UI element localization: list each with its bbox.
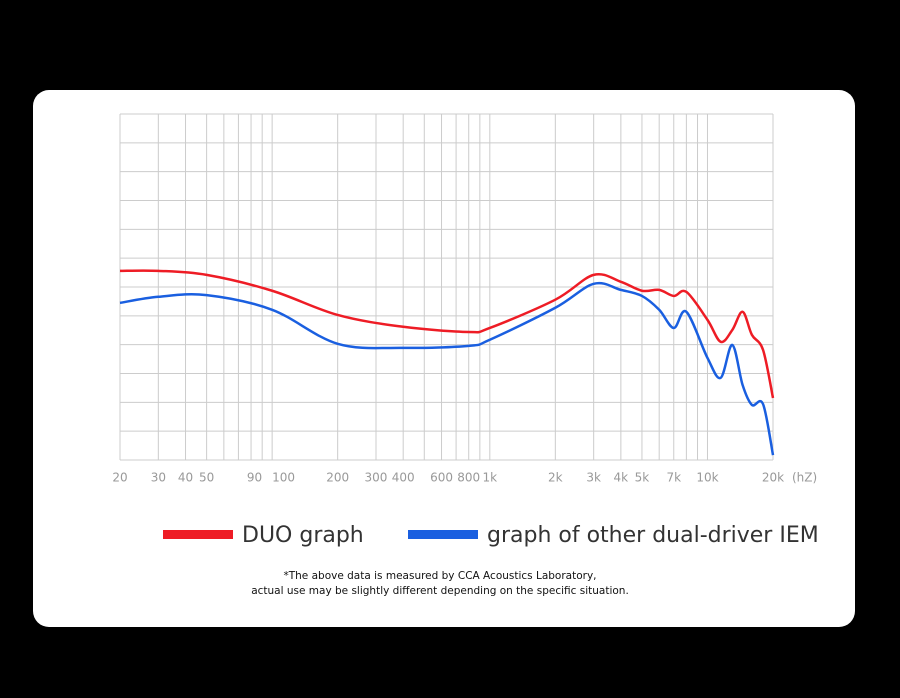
note: actual use may be slightly different dep… [251, 585, 629, 597]
x-tick-label: 300 [365, 471, 388, 485]
x-tick-label: 400 [392, 471, 415, 485]
x-tick-label: 7k [666, 471, 681, 485]
x-tick-label: 40 [178, 471, 193, 485]
x-tick-label: 3k [586, 471, 601, 485]
series-line [119, 269, 775, 399]
legend-label: graph of other dual-driver IEM [487, 523, 819, 548]
x-tick-label: 10k [696, 471, 718, 485]
x-tick-label: 200 [326, 471, 349, 485]
x-tick-label: 20 [112, 471, 127, 485]
legend-swatch [408, 530, 478, 539]
x-tick-label: 2k [548, 471, 563, 485]
x-unit: (hZ) [792, 471, 817, 485]
x-tick-label: 100 [272, 471, 295, 485]
x-tick-label: 90 [247, 471, 262, 485]
x-tick-label: 50 [199, 471, 214, 485]
x-tick-label: 800 [457, 471, 480, 485]
legend-swatch [163, 530, 233, 539]
x-tick-label: 20k [762, 471, 784, 485]
x-tick-label: 4k [614, 471, 629, 485]
x-tick-label: 600 [430, 471, 453, 485]
x-tick-label: 30 [151, 471, 166, 485]
x-tick-label: 5k [635, 471, 650, 485]
legend-label: DUO graph [242, 523, 364, 548]
note: *The above data is measured by CCA Acous… [283, 570, 596, 582]
series-line [119, 281, 775, 456]
x-tick-label: 1k [483, 471, 498, 485]
